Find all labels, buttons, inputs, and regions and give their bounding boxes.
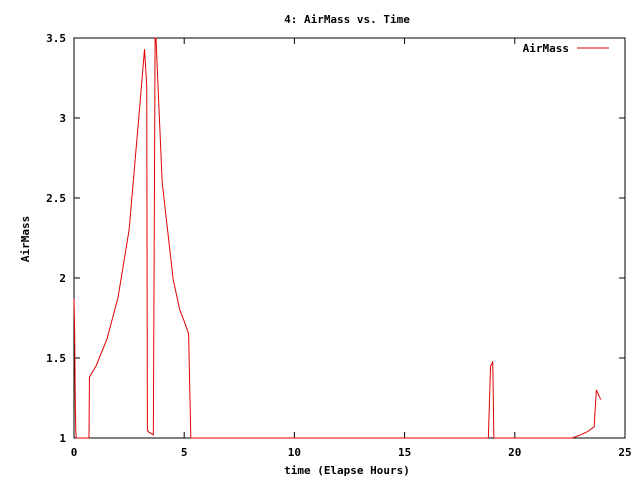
legend-label: AirMass bbox=[523, 42, 569, 55]
legend: AirMass bbox=[523, 42, 609, 55]
y-tick-label: 3.5 bbox=[46, 32, 66, 45]
x-axis-label: time (Elapse Hours) bbox=[284, 464, 410, 477]
x-tick-label: 0 bbox=[71, 446, 78, 459]
x-tick-label: 15 bbox=[398, 446, 411, 459]
y-tick-label: 2 bbox=[59, 272, 66, 285]
y-tick-label: 1 bbox=[59, 432, 66, 445]
x-tick-label: 25 bbox=[618, 446, 631, 459]
plot-frame bbox=[73, 37, 626, 439]
x-axis-ticks: 0 5 10 15 20 25 bbox=[71, 38, 632, 459]
y-axis-ticks: 1 1.5 2 2.5 3 3.5 bbox=[46, 32, 625, 445]
y-tick-label: 1.5 bbox=[46, 352, 66, 365]
y-tick-label: 3 bbox=[59, 112, 66, 125]
series-line-airmass bbox=[73, 37, 602, 439]
y-axis-label: AirMass bbox=[19, 216, 32, 262]
x-tick-label: 20 bbox=[508, 446, 521, 459]
x-tick-label: 10 bbox=[288, 446, 301, 459]
x-tick-label: 5 bbox=[181, 446, 188, 459]
series-layer bbox=[73, 37, 602, 439]
y-tick-label: 2.5 bbox=[46, 192, 66, 205]
chart-title: 4: AirMass vs. Time bbox=[284, 13, 410, 26]
